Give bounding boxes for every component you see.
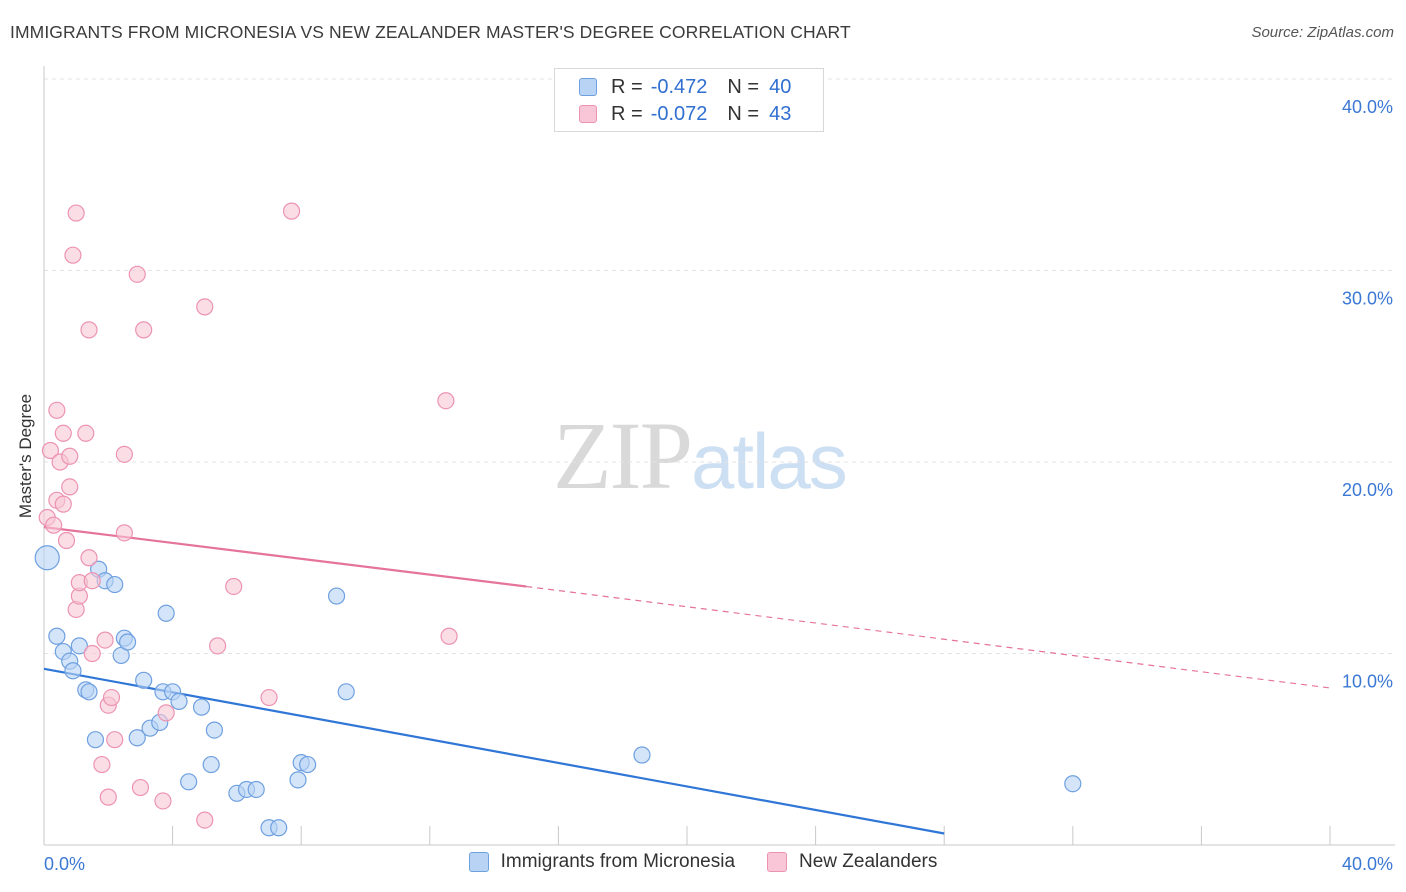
micronesia-point — [205, 721, 223, 739]
y-axis-label: Master's Degree — [16, 393, 35, 519]
legend-row-micronesia: R = -0.472 N = 40 — [579, 75, 791, 99]
legend-label-nz: New Zealanders — [799, 851, 938, 872]
nz-point — [93, 755, 111, 774]
tick-label-layer: 10.0% 20.0% 30.0% 40.0% 0.0% 40.0% — [44, 97, 1393, 874]
nz-point — [64, 246, 82, 264]
legend-n-value: 43 — [769, 102, 792, 125]
micronesia-point — [192, 698, 211, 716]
nz-point — [115, 524, 133, 542]
watermark-zip: ZIP — [553, 402, 693, 509]
series-legend: Immigrants from Micronesia New Zealander… — [0, 851, 1406, 873]
legend-item-micronesia: Immigrants from Micronesia — [468, 851, 736, 873]
legend-item-nz: New Zealanders — [767, 851, 937, 873]
nz-point — [83, 644, 101, 663]
y-tick-label: 40.0% — [1342, 97, 1393, 117]
nz-point — [196, 811, 214, 829]
micronesia-point — [86, 731, 105, 749]
nz-point — [225, 577, 243, 596]
micronesia-point — [327, 587, 346, 605]
nz-point — [99, 788, 117, 806]
micronesia-trend-line — [43, 667, 945, 835]
nz-point — [80, 549, 98, 567]
nz-point — [437, 392, 455, 410]
nz-point — [135, 321, 153, 339]
axis-layer — [43, 66, 1395, 846]
nz-point — [77, 424, 95, 442]
micronesia-point — [157, 604, 175, 622]
chart-source: Source: ZipAtlas.com — [1251, 24, 1394, 41]
nz-point — [61, 478, 79, 496]
micronesia-point — [106, 575, 124, 594]
y-tick-label: 10.0% — [1342, 672, 1393, 692]
nz-point — [54, 495, 72, 513]
nz-point — [131, 778, 150, 797]
micronesia-point — [289, 771, 307, 789]
x-tick-label-end: 40.0% — [1342, 854, 1393, 874]
grid-layer — [44, 78, 1395, 654]
y-tick-label: 30.0% — [1342, 289, 1393, 309]
nz-point — [106, 731, 124, 749]
nz-point — [260, 688, 278, 707]
legend-swatch-pink — [767, 852, 788, 872]
nz-point — [157, 704, 175, 722]
legend-n-value: 40 — [769, 75, 792, 98]
nz-point — [48, 401, 66, 419]
legend-n-label: N = — [727, 75, 760, 98]
nz-point — [196, 298, 214, 316]
legend-swatch-blue — [579, 78, 597, 96]
micronesia-point — [118, 633, 137, 651]
legend-row-nz: R = -0.072 N = 43 — [579, 102, 791, 126]
nz-trend-extension — [526, 585, 1331, 689]
nz-point — [57, 531, 76, 550]
nz-point — [128, 265, 146, 283]
nz-point — [209, 637, 227, 655]
nz-point — [115, 445, 133, 463]
micronesia-point — [64, 662, 82, 680]
legend-n-label: N = — [727, 102, 760, 125]
x-tick-label-start: 0.0% — [44, 854, 85, 874]
points-layer — [34, 202, 1082, 837]
nz-point — [440, 627, 458, 645]
chart-title: IMMIGRANTS FROM MICRONESIA VS NEW ZEALAN… — [10, 22, 851, 42]
nz-point — [154, 792, 172, 810]
micronesia-point — [135, 671, 153, 689]
watermark: ZIPatlas — [553, 400, 848, 511]
micronesia-point — [170, 692, 188, 710]
nz-point — [61, 447, 79, 465]
nz-point — [80, 321, 98, 339]
micronesia-point — [80, 683, 98, 701]
legend-r-value: -0.472 — [650, 75, 708, 98]
micronesia-point — [180, 773, 198, 791]
micronesia-point — [299, 755, 317, 774]
micronesia-point — [1064, 775, 1082, 793]
micronesia-point — [48, 627, 66, 645]
legend-r-value: -0.072 — [650, 102, 708, 125]
micronesia-point — [633, 746, 651, 764]
nz-point — [45, 516, 63, 534]
nz-point — [41, 441, 60, 460]
legend-label-micronesia: Immigrants from Micronesia — [500, 851, 736, 872]
micronesia-point — [337, 683, 355, 701]
nz-point — [67, 204, 85, 222]
nz-point — [54, 424, 72, 442]
legend-r-label: R = — [611, 102, 643, 125]
legend-swatch-pink — [579, 105, 597, 123]
micronesia-point — [128, 729, 146, 747]
watermark-atlas: atlas — [691, 417, 848, 505]
nz-point — [102, 688, 121, 707]
nz-point — [83, 572, 101, 590]
micronesia-point — [34, 545, 60, 571]
y-tick-label: 20.0% — [1342, 480, 1393, 500]
micronesia-point — [70, 637, 88, 655]
legend-r-label: R = — [611, 75, 643, 98]
stats-legend: R = -0.472 N = 40 R = -0.072 N = 43 — [554, 68, 824, 132]
nz-point — [282, 202, 301, 220]
nz-point — [96, 631, 114, 649]
micronesia-point — [270, 819, 288, 837]
micronesia-point — [202, 755, 220, 774]
micronesia-point — [247, 780, 265, 799]
legend-swatch-blue — [468, 852, 489, 872]
